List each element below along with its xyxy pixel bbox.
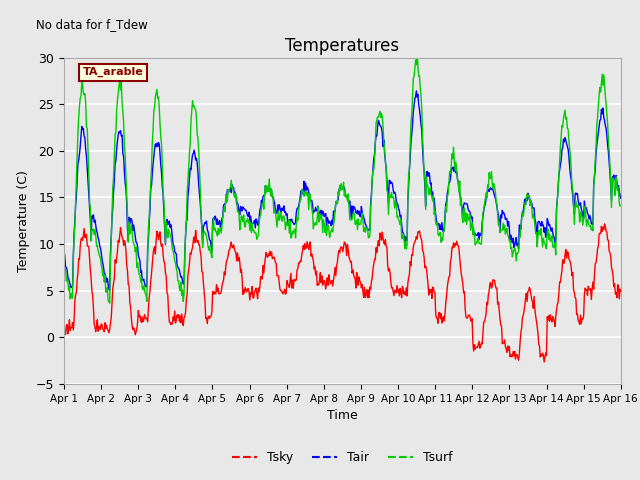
Title: Temperatures: Temperatures xyxy=(285,36,399,55)
Text: TA_arable: TA_arable xyxy=(83,67,143,77)
Text: No data for f_Tdew: No data for f_Tdew xyxy=(36,19,148,32)
X-axis label: Time: Time xyxy=(327,409,358,422)
Legend: Tsky, Tair, Tsurf: Tsky, Tair, Tsurf xyxy=(227,446,458,469)
Y-axis label: Temperature (C): Temperature (C) xyxy=(17,170,30,272)
